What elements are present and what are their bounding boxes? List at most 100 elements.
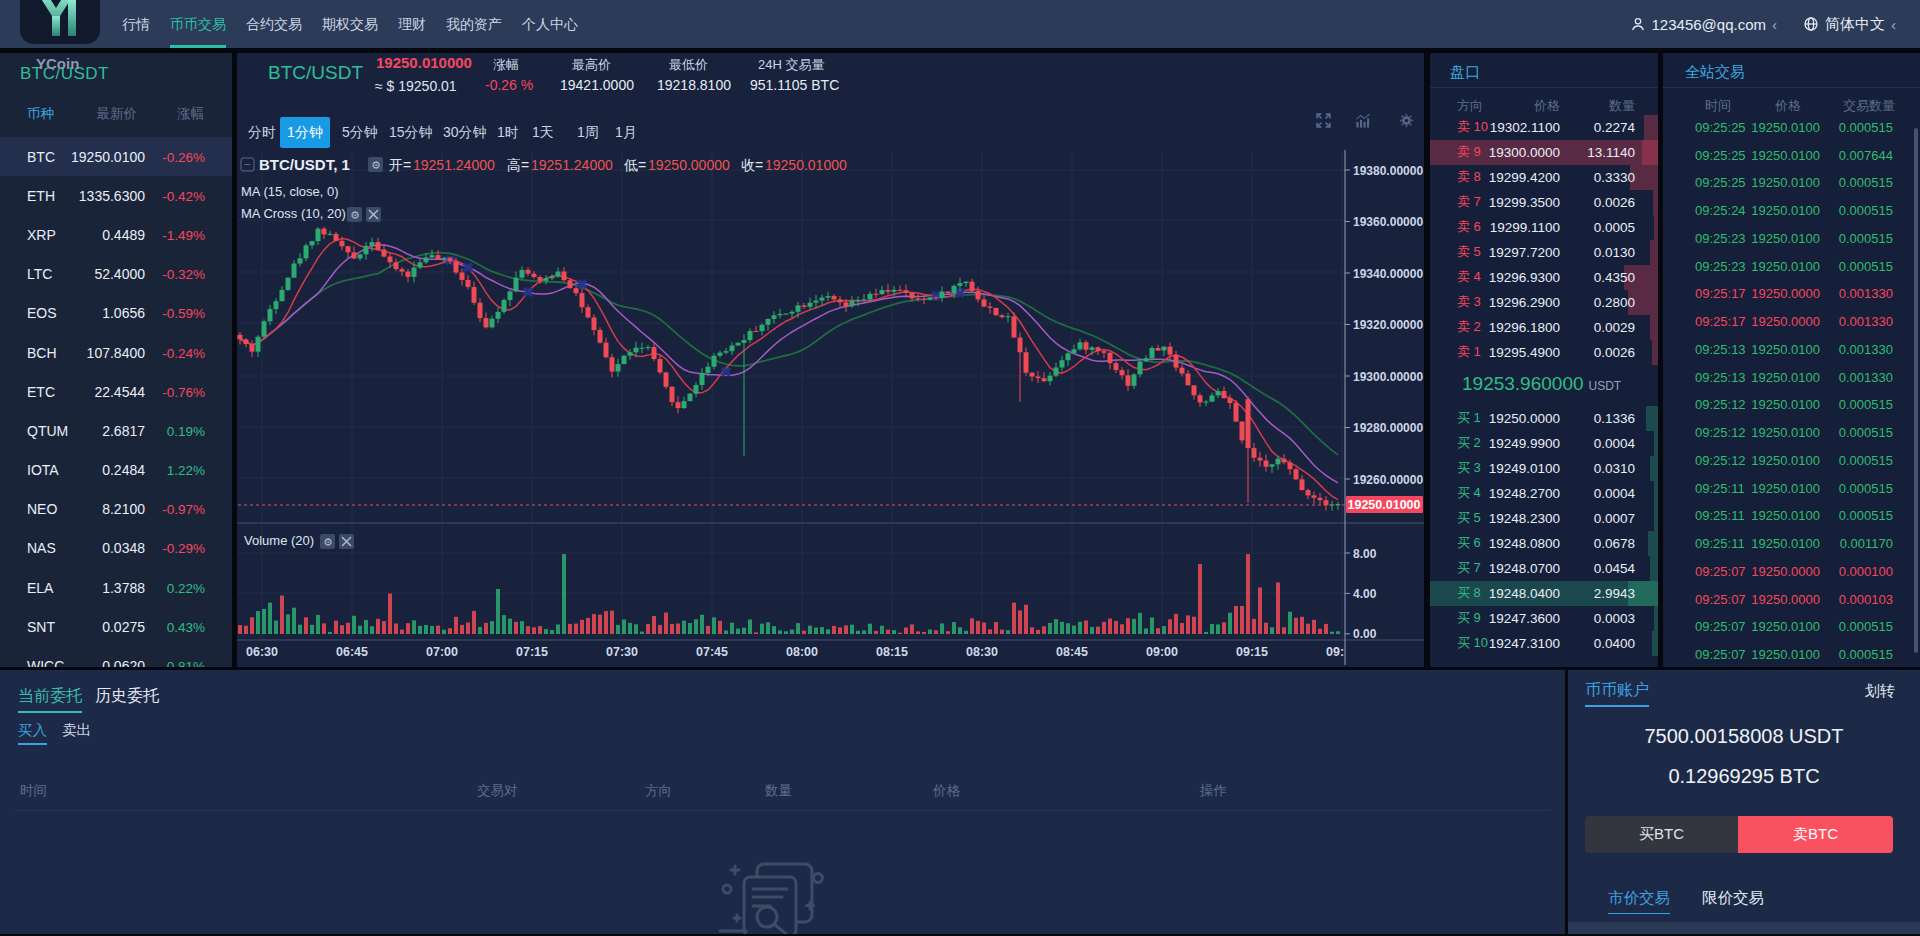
trade-row: 09:25:1119250.01000.001170 [1663,529,1920,557]
market-row-ETH[interactable]: ETH1335.6300-0.42% [0,176,232,215]
volume-value: 951.1105 BTC [750,77,839,93]
tab-limit-trade[interactable]: 限价交易 [1702,888,1764,909]
subtab-buy[interactable]: 买入 [18,721,47,745]
trades-panel: 全站交易 时间 价格 交易数量 09:25:2519250.01000.0005… [1663,53,1920,667]
order-book-row[interactable]: 买 719248.07000.0454 [1430,556,1658,581]
order-book-row[interactable]: 买 119250.00000.1336 [1430,406,1658,431]
order-book-row[interactable]: 卖 619299.11000.0005 [1430,215,1658,240]
divider [15,810,1550,811]
chevron-icon: ‹ [1772,16,1777,33]
market-row-ETC[interactable]: ETC22.4544-0.76% [0,372,232,411]
tab-market-trade[interactable]: 市价交易 [1608,888,1670,914]
order-book-row[interactable]: 卖 1019302.11000.2274 [1430,115,1658,140]
nav-item-理财[interactable]: 理财 [398,0,426,48]
nav-item-币币交易[interactable]: 币币交易 [170,0,226,48]
interval-tab-30分钟[interactable]: 30分钟 [443,117,487,148]
market-row-BTC[interactable]: BTC19250.0100-0.26% [0,137,232,176]
sell-btc-button[interactable]: 卖BTC [1738,816,1893,853]
interval-tab-1周[interactable]: 1周 [577,117,599,148]
svg-text:⚙: ⚙ [371,159,381,171]
brand-logo-icon[interactable] [20,0,100,44]
orders-col-时间: 时间 [20,782,47,800]
col-last-price[interactable]: 最新价 [97,105,138,123]
svg-text:19250.00000: 19250.00000 [648,157,730,173]
trade-row: 09:25:2319250.01000.000515 [1663,252,1920,280]
fullscreen-icon[interactable] [1315,112,1332,129]
svg-text:4.00: 4.00 [1353,587,1377,601]
user-email[interactable]: 123456@qq.com [1652,16,1766,33]
divider [1430,87,1658,88]
trade-row: 09:25:1719250.00000.001330 [1663,307,1920,335]
tab-history-orders[interactable]: 历史委托 [95,686,159,707]
language-selector[interactable]: 简体中文 [1825,15,1885,34]
market-row-WICC[interactable]: WICC0.06200.81% [0,646,232,667]
market-row-SNT[interactable]: SNT0.02750.43% [0,607,232,646]
order-book-row[interactable]: 卖 119295.49000.0026 [1430,340,1658,365]
svg-text:开=: 开= [389,157,411,173]
market-row-EOS[interactable]: EOS1.0656-0.59% [0,294,232,333]
subtab-sell[interactable]: 卖出 [62,721,91,740]
trade-row: 09:25:1219250.01000.000515 [1663,391,1920,419]
nav-item-行情[interactable]: 行情 [122,0,150,48]
interval-tab-1月[interactable]: 1月 [615,117,637,148]
order-book-row[interactable]: 卖 819299.42000.3330 [1430,165,1658,190]
settings-gear-icon[interactable] [1398,112,1415,129]
market-list: BTC19250.0100-0.26%ETH1335.6300-0.42%XRP… [0,137,232,667]
interval-tab-分时[interactable]: 分时 [248,117,276,148]
svg-text:07:30: 07:30 [606,645,638,659]
tab-spot-account[interactable]: 币币账户 [1585,680,1649,707]
order-book-row[interactable]: 买 819248.04002.9943 [1430,581,1658,606]
svg-text:BTC/USDT, 1: BTC/USDT, 1 [259,156,350,173]
candlestick-chart[interactable]: 19380.0000019360.0000019340.0000019320.0… [237,150,1424,667]
interval-tab-15分钟[interactable]: 15分钟 [389,117,433,148]
interval-tab-1时[interactable]: 1时 [497,117,519,148]
order-book-row[interactable]: 卖 419296.93000.4350 [1430,265,1658,290]
col-change[interactable]: 涨幅 [177,105,204,123]
order-book-row[interactable]: 买 519248.23000.0007 [1430,506,1658,531]
market-row-BCH[interactable]: BCH107.8400-0.24% [0,333,232,372]
orders-col-数量: 数量 [765,782,792,800]
svg-text:08:00: 08:00 [786,645,818,659]
order-book-row[interactable]: 买 619248.08000.0678 [1430,531,1658,556]
market-row-IOTA[interactable]: IOTA0.24841.22% [0,451,232,490]
market-row-ELA[interactable]: ELA1.37880.22% [0,568,232,607]
scrollbar[interactable] [1914,128,1918,653]
order-book-row[interactable]: 卖 519297.72000.0130 [1430,240,1658,265]
current-price: 19253.960000USDT [1462,373,1621,395]
interval-tab-5分钟[interactable]: 5分钟 [342,117,378,148]
exchange-app: 行情币币交易合约交易期权交易理财我的资产个人中心 123456@qq.com ‹… [0,0,1920,936]
nav-item-我的资产[interactable]: 我的资产 [446,0,502,48]
order-book-row[interactable]: 卖 919300.000013.1140 [1430,140,1658,165]
order-book-row[interactable]: 买 219249.99000.0004 [1430,431,1658,456]
order-book-row[interactable]: 卖 719299.35000.0026 [1430,190,1658,215]
interval-tab-1分钟[interactable]: 1分钟 [280,117,330,148]
chart-panel: BTC/USDT 19250.010000 ≈ $ 19250.01 涨幅 -0… [237,53,1424,667]
order-book-panel: 盘口 方向 价格 数量 卖 1019302.11000.2274卖 919300… [1430,53,1658,667]
order-book-row[interactable]: 买 419248.27000.0004 [1430,481,1658,506]
transfer-link[interactable]: 划转 [1865,682,1895,701]
nav-item-期权交易[interactable]: 期权交易 [322,0,378,48]
buy-btc-button[interactable]: 买BTC [1585,816,1738,853]
order-book-row[interactable]: 买 319249.01000.0310 [1430,456,1658,481]
order-book-row[interactable]: 买 1019247.31000.0400 [1430,631,1658,656]
nav-item-合约交易[interactable]: 合约交易 [246,0,302,48]
tab-current-orders[interactable]: 当前委托 [18,686,82,713]
svg-text:07:45: 07:45 [696,645,728,659]
market-row-NAS[interactable]: NAS0.0348-0.29% [0,529,232,568]
last-price: 19250.010000 [376,54,472,71]
market-row-NEO[interactable]: NEO8.2100-0.97% [0,490,232,529]
interval-tab-1天[interactable]: 1天 [532,117,554,148]
nav-item-个人中心[interactable]: 个人中心 [522,0,578,48]
svg-text:19260.00000: 19260.00000 [1353,473,1423,487]
svg-text:09:00: 09:00 [1146,645,1178,659]
order-book-row[interactable]: 卖 319296.29000.2800 [1430,290,1658,315]
col-coin[interactable]: 币种 [27,105,54,123]
market-row-QTUM[interactable]: QTUM2.68170.19% [0,411,232,450]
orders-col-操作: 操作 [1200,782,1227,800]
order-book-row[interactable]: 买 919247.36000.0003 [1430,606,1658,631]
order-book-row[interactable]: 卖 219296.18000.0029 [1430,315,1658,340]
chart-style-icon[interactable] [1355,112,1372,129]
market-row-LTC[interactable]: LTC52.4000-0.32% [0,255,232,294]
market-row-XRP[interactable]: XRP0.4489-1.49% [0,215,232,254]
trade-row: 09:25:2319250.01000.000515 [1663,224,1920,252]
